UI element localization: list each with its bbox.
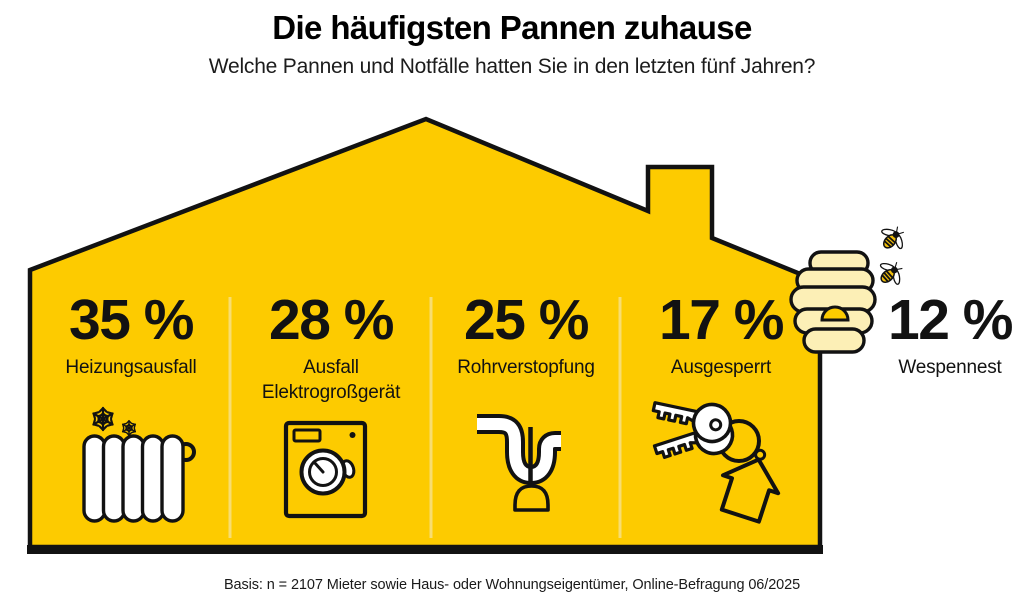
- stat-rohrverstopfung: 25 % Rohrverstopfung: [431, 292, 621, 380]
- source-note: Basis: n = 2107 Mieter sowie Haus- oder …: [223, 577, 801, 593]
- stat-label: Rohrverstopfung: [457, 357, 595, 378]
- clogged-pipe-icon: [477, 414, 561, 512]
- stat-value: 17 %: [659, 288, 784, 352]
- stat-ausgesperrt: 17 % Ausgesperrt: [621, 292, 821, 380]
- stat-wespennest: 12 % Wespennest: [866, 292, 1024, 380]
- keys-icon: [647, 390, 781, 524]
- wasp-nest-icon: [789, 250, 877, 354]
- column-dividers: [228, 297, 622, 538]
- stat-value: 12 %: [888, 288, 1013, 352]
- header: Die häufigsten Pannen zuhause Welche Pan…: [0, 9, 1024, 79]
- stat-label: Heizungsausfall: [65, 357, 197, 378]
- wasp-icon: [871, 253, 911, 293]
- washing-machine-icon: [283, 420, 368, 519]
- wasp-icon: [873, 218, 913, 258]
- stat-label: Ausfall Elektrogroßgerät: [261, 357, 401, 403]
- stat-value: 35 %: [69, 288, 194, 352]
- stat-elektrogrossgeraet: 28 % Ausfall Elektrogroßgerät: [231, 292, 431, 405]
- house-keyfob: [719, 448, 781, 524]
- page-subtitle: Welche Pannen und Notfälle hatten Sie in…: [208, 55, 816, 78]
- radiator-icon: [82, 408, 196, 523]
- stat-heizungsausfall: 35 % Heizungsausfall: [32, 292, 230, 380]
- page-title: Die häufigsten Pannen zuhause: [272, 9, 752, 46]
- stat-label: Ausgesperrt: [670, 357, 772, 378]
- stat-label: Wespennest: [898, 357, 1002, 378]
- stat-value: 28 %: [269, 288, 394, 352]
- stat-value: 25 %: [464, 288, 589, 352]
